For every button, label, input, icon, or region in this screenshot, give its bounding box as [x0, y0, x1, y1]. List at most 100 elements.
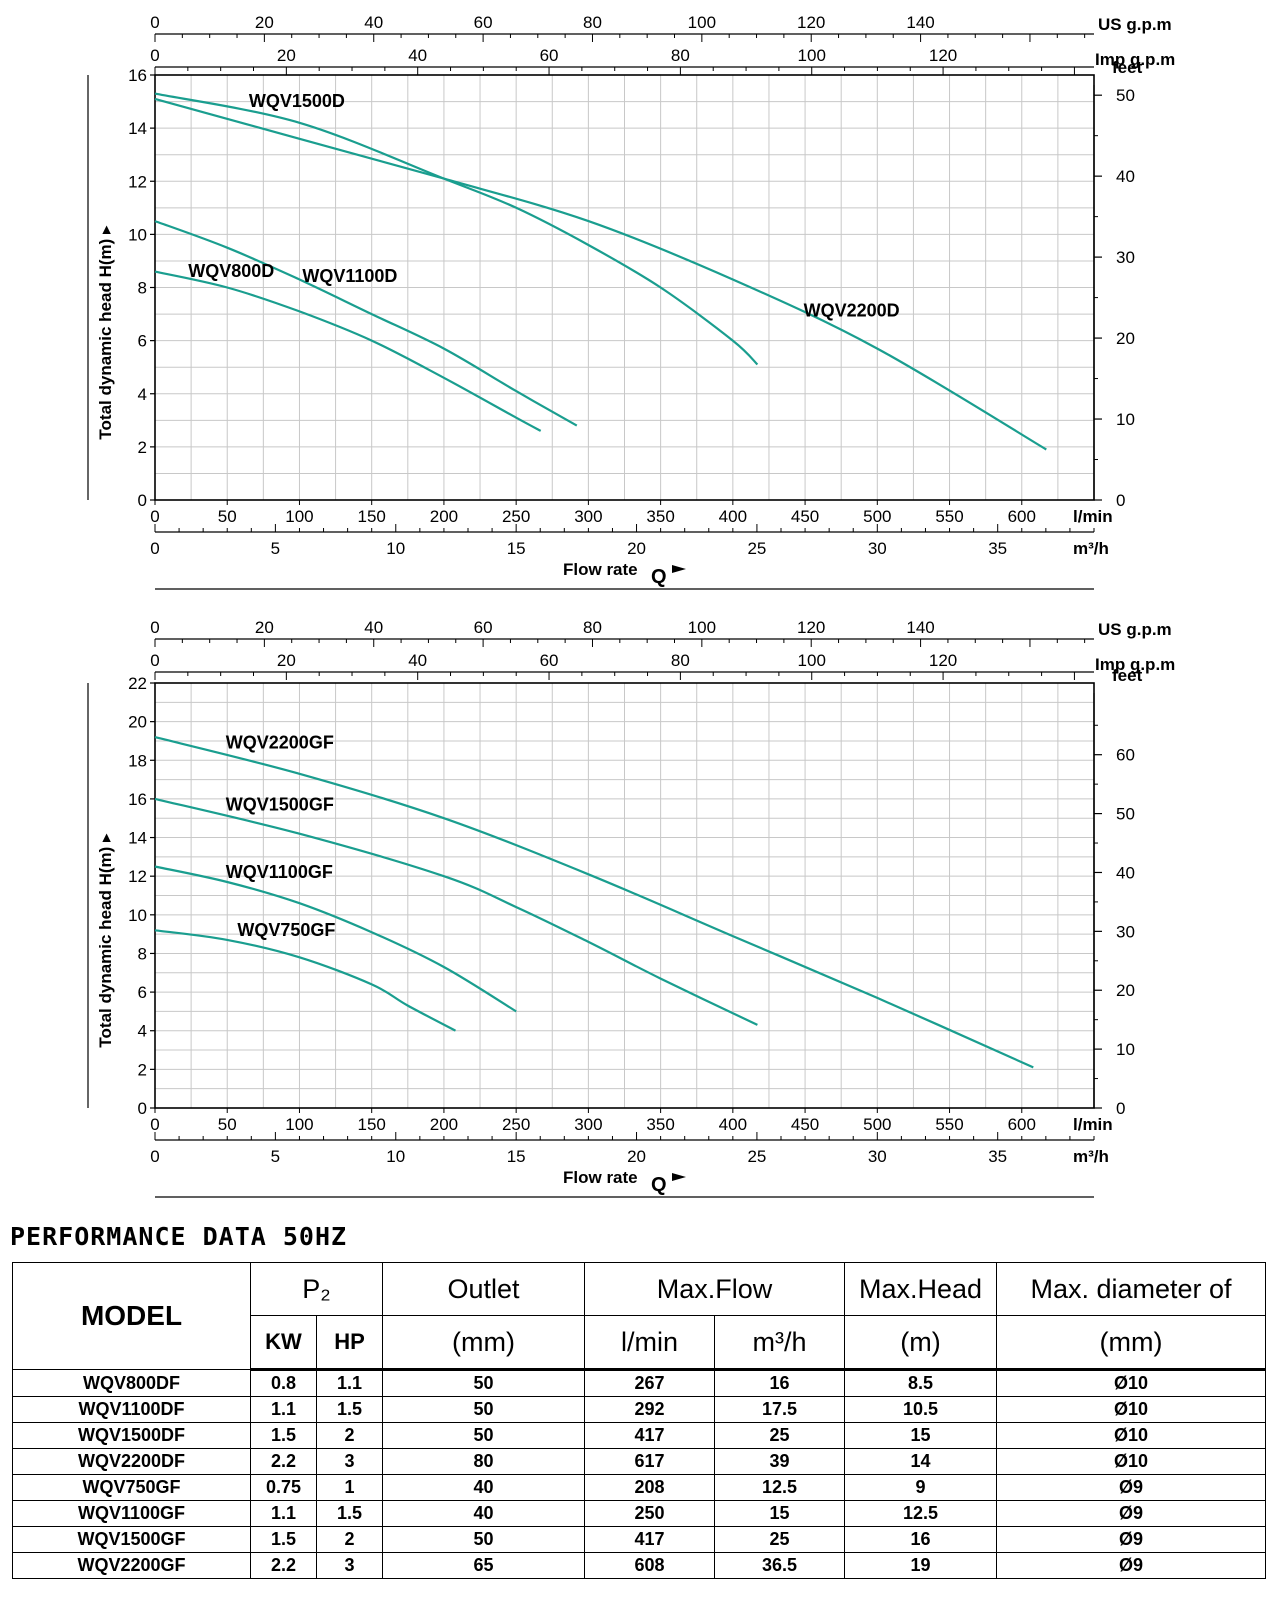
table-cell: 0.8	[250, 1369, 317, 1397]
x-axis-q-label: Q	[651, 566, 667, 588]
y-tick-label: 16	[128, 66, 147, 85]
feet-tick-label: 60	[1116, 746, 1135, 765]
header-max-diameter: Max. diameter of	[996, 1262, 1267, 1316]
table-cell: 14	[844, 1448, 998, 1475]
lmin-axis-label: l/min	[1073, 1115, 1113, 1134]
y-tick-label: 6	[138, 332, 147, 351]
performance-chart-d-series: 0 2 4 6 8 10 12 14 16 Total dynamic head H(m) ▸ 0 1…	[87, 13, 1175, 590]
us-gpm-tick-label: 140	[906, 618, 934, 637]
y-tick-label: 2	[138, 1060, 147, 1079]
table-cell: 292	[584, 1396, 715, 1423]
header-hp: HP	[316, 1315, 383, 1371]
us-gpm-tick-label: 100	[688, 13, 716, 32]
table-cell: 8.5	[844, 1369, 998, 1397]
m3h-axis-label: m³/h	[1073, 539, 1109, 558]
table-cell: WQV1100DF	[12, 1396, 251, 1423]
table-cell: 2.2	[250, 1448, 317, 1475]
us-gpm-tick-label: 80	[583, 618, 602, 637]
table-cell: WQV1100GF	[12, 1500, 251, 1527]
x-axis-label: Flow rate	[563, 1168, 638, 1187]
curve-label: WQV1100GF	[226, 862, 333, 882]
lmin-tick-label: 300	[574, 1115, 602, 1134]
table-cell: 1.1	[250, 1396, 317, 1423]
table-cell: 250	[584, 1500, 715, 1527]
table-row: WQV800DF 0.8 1.1 50 267 16 8.5 Ø10	[12, 1369, 1267, 1397]
lmin-tick-label: 0	[150, 1115, 159, 1134]
table-cell: 50	[382, 1422, 585, 1449]
table-cell: 3	[316, 1552, 383, 1579]
table-cell: 1.5	[250, 1422, 317, 1449]
lmin-axis-label: l/min	[1073, 507, 1113, 526]
table-cell: 16	[713, 1369, 846, 1397]
table-cell: 208	[584, 1474, 715, 1501]
table-cell: 19	[844, 1552, 998, 1579]
m3h-tick-label: 35	[988, 1147, 1007, 1166]
table-cell: 16	[844, 1526, 998, 1553]
table-cell: WQV750GF	[12, 1474, 251, 1501]
imp-gpm-tick-label: 80	[671, 651, 690, 670]
us-gpm-tick-label: 60	[474, 618, 493, 637]
table-cell: 3	[316, 1448, 383, 1475]
y-tick-label: 14	[128, 829, 147, 848]
us-gpm-tick-label: 40	[364, 13, 383, 32]
us-gpm-axis-label: US g.p.m	[1098, 15, 1172, 34]
imp-gpm-axis-label: Imp g.p.m	[1095, 655, 1175, 674]
series-line-wqv750gf	[154, 929, 457, 1032]
y-axis-label-text: Total dynamic head	[96, 277, 115, 439]
series-line-wqv1100gf	[154, 865, 517, 1013]
y-tick-label: 20	[128, 713, 147, 732]
table-cell: 2	[316, 1526, 383, 1553]
us-gpm-tick-label: 100	[688, 618, 716, 637]
feet-tick-label: 40	[1116, 167, 1135, 186]
feet-tick-label: 50	[1116, 86, 1135, 105]
feet-axis-label: feet	[1112, 58, 1143, 77]
table-cell: 25	[713, 1422, 846, 1449]
us-gpm-tick-label: 20	[255, 13, 274, 32]
lmin-tick-label: 450	[791, 1115, 819, 1134]
table-cell: 25	[713, 1526, 846, 1553]
imp-gpm-tick-label: 20	[277, 46, 296, 65]
table-cell: Ø9	[996, 1526, 1267, 1553]
x-axis-q-label: Q	[651, 1174, 667, 1196]
table-cell: 417	[584, 1422, 715, 1449]
table-cell: 40	[382, 1474, 585, 1501]
y-tick-label: 14	[128, 119, 147, 138]
m3h-tick-label: 5	[271, 1147, 280, 1166]
table-row: WQV750GF 0.75 1 40 208 12.5 9 Ø9	[12, 1474, 1267, 1501]
lmin-tick-label: 500	[863, 507, 891, 526]
lmin-tick-label: 500	[863, 1115, 891, 1134]
imp-gpm-tick-label: 40	[408, 46, 427, 65]
header-model: MODEL	[12, 1262, 251, 1370]
header-head-unit: (m)	[844, 1315, 998, 1371]
imp-gpm-tick-label: 80	[671, 46, 690, 65]
y-tick-label: 18	[128, 751, 147, 770]
curve-label: WQV750GF	[237, 920, 335, 940]
y-axis-label-text: Total dynamic head	[96, 885, 115, 1047]
table-cell: WQV2200GF	[12, 1552, 251, 1579]
header-max-head: Max.Head	[844, 1262, 998, 1316]
table-cell: WQV1500GF	[12, 1526, 251, 1553]
table-cell: 12.5	[713, 1474, 846, 1501]
feet-axis-label: feet	[1112, 666, 1143, 685]
us-gpm-tick-label: 0	[150, 618, 159, 637]
m3h-tick-label: 35	[988, 539, 1007, 558]
table-cell: Ø10	[996, 1369, 1267, 1397]
m3h-tick-label: 20	[627, 1147, 646, 1166]
table-cell: 267	[584, 1369, 715, 1397]
table-cell: 0.75	[250, 1474, 317, 1501]
flow-arrow-icon	[672, 1173, 686, 1181]
imp-gpm-tick-label: 20	[277, 651, 296, 670]
feet-tick-label: 30	[1116, 248, 1135, 267]
feet-tick-label: 10	[1116, 1040, 1135, 1059]
table-row: WQV2200GF 2.2 3 65 608 36.5 19 Ø9	[12, 1552, 1267, 1579]
m3h-tick-label: 0	[150, 1147, 159, 1166]
curve-label: WQV1500D	[249, 91, 345, 111]
y-tick-label: 16	[128, 790, 147, 809]
x-axis-label: Flow rate	[563, 560, 638, 579]
table-row: WQV1100GF 1.1 1.5 40 250 15 12.5 Ø9	[12, 1500, 1267, 1527]
curve-label: WQV1100D	[302, 266, 397, 286]
table-cell: Ø9	[996, 1500, 1267, 1527]
table-cell: 1	[316, 1474, 383, 1501]
m3h-tick-label: 0	[150, 539, 159, 558]
lmin-tick-label: 550	[935, 1115, 963, 1134]
